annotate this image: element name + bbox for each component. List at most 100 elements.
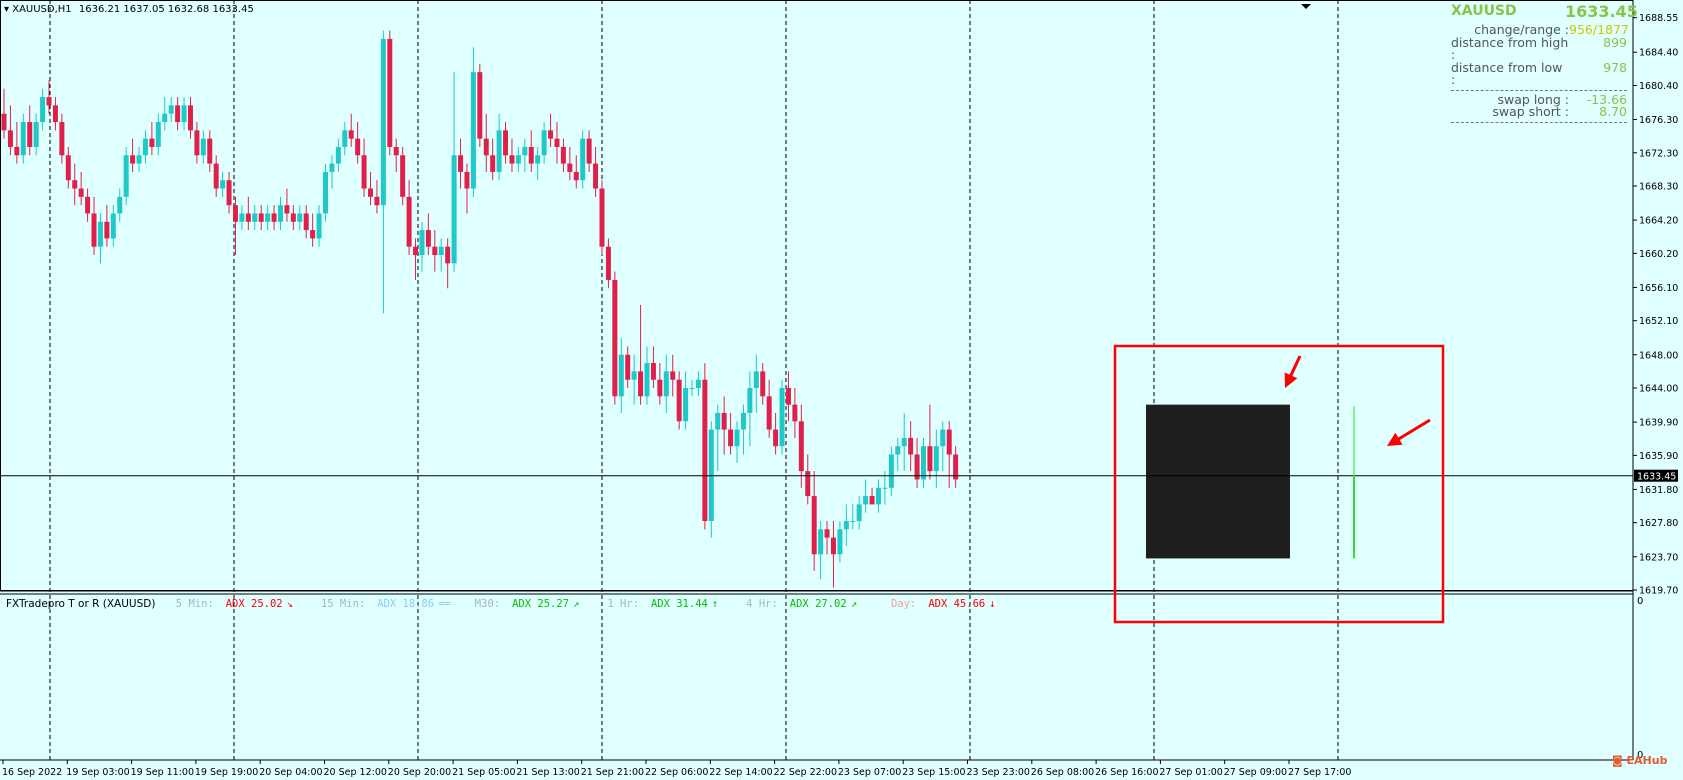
candle (27, 105, 33, 156)
candle (175, 97, 181, 131)
time-tick-label: 21 Sep 13:00 (516, 767, 579, 778)
candle (85, 188, 91, 222)
time-tick-label: 16 Sep 2022 (2, 767, 62, 778)
candle (355, 122, 361, 164)
candle (310, 213, 316, 247)
candle (464, 163, 470, 214)
candle-body (541, 130, 547, 156)
candle (425, 213, 431, 256)
candle-body (91, 213, 97, 247)
candle (316, 205, 322, 247)
candle-body (97, 221, 103, 247)
candle-body (33, 122, 39, 147)
price-tick-label: 1684.40 (1639, 48, 1678, 59)
price-tick-label: 1635.90 (1639, 451, 1678, 462)
candle (773, 412, 779, 455)
candle-body (200, 138, 206, 156)
candle-body (445, 246, 451, 264)
candle (734, 421, 740, 463)
collapse-icon[interactable]: ▾ (4, 4, 10, 15)
candle (284, 188, 290, 222)
candle (168, 97, 174, 123)
candle (329, 155, 335, 189)
candle (882, 471, 888, 505)
symbol-timeframe: XAUUSD,H1 (12, 4, 72, 15)
time-tick-label: 22 Sep 06:00 (645, 767, 708, 778)
candle (207, 130, 213, 172)
candle (548, 113, 554, 147)
candle (419, 221, 425, 272)
time-tick-label: 20 Sep 20:00 (388, 767, 451, 778)
candle (683, 371, 689, 430)
candle-body (46, 97, 52, 106)
candle (612, 271, 618, 405)
candle-body (548, 130, 554, 139)
candle-body (567, 163, 573, 172)
candle-body (245, 213, 251, 222)
candle (20, 113, 26, 164)
candle-body (194, 130, 200, 156)
candle (123, 146, 129, 206)
candle (470, 47, 476, 197)
price-axis: 1688.55 1684.40 1680.40 1676.30 1672.30 1668.… (1633, 13, 1678, 597)
candle-body (329, 163, 335, 172)
candle (625, 346, 631, 389)
candle-body (477, 72, 483, 139)
price-tick-label: 1676.30 (1639, 115, 1678, 126)
candle (335, 138, 341, 172)
candle (708, 421, 714, 538)
info-row-change-range: change/range :956/1877 (1474, 22, 1629, 37)
candle (753, 354, 759, 413)
indicator-item: 1 Hr: ADX 31.44 ↑ (607, 598, 722, 610)
candle (213, 155, 219, 197)
candle (940, 421, 946, 472)
price-tick-label: 1672.30 (1639, 148, 1678, 159)
candle-body (52, 105, 58, 123)
candlesticks (1, 30, 959, 588)
candle (695, 371, 701, 397)
candle (33, 113, 39, 156)
candle-body (593, 163, 599, 189)
candle (515, 146, 521, 172)
candle (650, 346, 656, 389)
price-tick-label: 1664.20 (1639, 216, 1678, 227)
candle (927, 404, 933, 480)
candle (97, 213, 103, 264)
candle-body (702, 379, 708, 522)
candle-body (335, 146, 341, 164)
info-symbol: XAUUSD (1451, 3, 1517, 19)
candle-body (631, 371, 637, 380)
candle-body (239, 213, 245, 222)
trend-arrow-icon: ↗ (850, 598, 858, 610)
indicator-timeframe: M30: (474, 598, 501, 610)
candle-body (946, 429, 952, 455)
candle-body (393, 146, 399, 156)
trend-arrow-icon: ↘ (286, 598, 293, 610)
candle-body (162, 113, 168, 123)
current-price-label: 1633.45 (1637, 472, 1676, 483)
info-row-distance-high: distance from high :899 (1451, 34, 1627, 62)
candle (535, 146, 541, 181)
time-tick-label: 27 Sep 01:00 (1159, 767, 1222, 778)
candle-body (683, 388, 689, 422)
candle-body (252, 213, 258, 222)
candle-body (464, 171, 470, 189)
candle-body (310, 230, 316, 239)
arrow-head (1284, 372, 1298, 388)
candle-body (277, 205, 283, 222)
price-tick-label: 1660.20 (1639, 249, 1678, 260)
ohlc-values: 1636.21 1637.05 1632.68 1633.45 (78, 4, 254, 15)
candle-body (843, 521, 849, 530)
candle (503, 122, 509, 164)
candle-body (901, 437, 907, 447)
candle-body (142, 138, 148, 156)
candle (599, 180, 605, 256)
candle-body (650, 363, 656, 380)
candle (232, 196, 238, 256)
candle-body (837, 529, 843, 555)
candle (265, 205, 271, 231)
candle-body (85, 196, 91, 214)
candle (522, 138, 528, 172)
logo-icon: ◙ (1612, 754, 1623, 767)
